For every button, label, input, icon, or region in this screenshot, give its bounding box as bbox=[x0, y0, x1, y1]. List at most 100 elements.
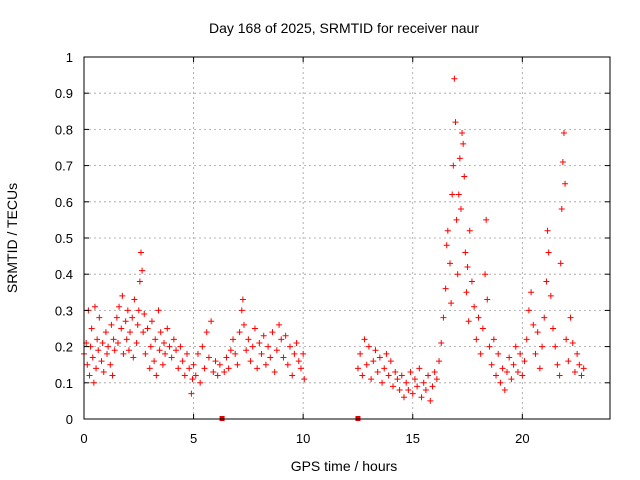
data-point bbox=[86, 372, 93, 379]
data-point bbox=[243, 347, 250, 354]
data-point bbox=[510, 361, 517, 368]
data-point bbox=[155, 307, 162, 314]
data-point bbox=[534, 329, 541, 336]
data-point bbox=[433, 376, 440, 383]
data-point bbox=[473, 336, 480, 343]
y-tick-label: 0.7 bbox=[55, 159, 73, 174]
data-point bbox=[405, 387, 412, 394]
data-point bbox=[574, 350, 581, 357]
data-point bbox=[512, 343, 519, 350]
data-point bbox=[499, 365, 506, 372]
data-point bbox=[131, 296, 138, 303]
y-tick-label: 0.3 bbox=[55, 303, 73, 318]
data-point bbox=[503, 368, 510, 375]
data-point bbox=[381, 365, 388, 372]
grid-lines bbox=[84, 57, 610, 419]
data-point bbox=[488, 361, 495, 368]
data-point bbox=[156, 347, 163, 354]
data-point bbox=[578, 372, 585, 379]
data-point bbox=[95, 347, 102, 354]
data-point bbox=[256, 339, 263, 346]
data-point bbox=[567, 314, 574, 321]
data-point bbox=[203, 329, 210, 336]
data-point bbox=[552, 343, 559, 350]
data-point bbox=[88, 325, 95, 332]
data-point bbox=[497, 379, 504, 386]
data-point bbox=[407, 368, 414, 375]
y-tick-label: 0 bbox=[66, 412, 73, 427]
data-point bbox=[471, 303, 478, 310]
data-point bbox=[300, 350, 307, 357]
data-point bbox=[262, 361, 269, 368]
data-point bbox=[142, 350, 149, 357]
data-point bbox=[569, 339, 576, 346]
data-point bbox=[543, 278, 550, 285]
data-point bbox=[91, 303, 98, 310]
data-point bbox=[254, 365, 261, 372]
data-point bbox=[453, 216, 460, 223]
data-point bbox=[271, 368, 278, 375]
data-point bbox=[284, 361, 291, 368]
data-point bbox=[400, 394, 407, 401]
data-point bbox=[297, 365, 304, 372]
data-point bbox=[411, 376, 418, 383]
data-point bbox=[521, 358, 528, 365]
data-point bbox=[460, 140, 467, 147]
data-point bbox=[212, 358, 219, 365]
data-point bbox=[267, 354, 274, 361]
data-point bbox=[438, 339, 445, 346]
data-point bbox=[528, 289, 535, 296]
data-point bbox=[451, 75, 458, 82]
data-point bbox=[141, 311, 148, 318]
data-point bbox=[459, 130, 466, 137]
data-point bbox=[398, 372, 405, 379]
data-point bbox=[140, 329, 147, 336]
data-point bbox=[479, 325, 486, 332]
data-point bbox=[184, 350, 191, 357]
data-point bbox=[539, 343, 546, 350]
data-point bbox=[576, 361, 583, 368]
data-point bbox=[265, 343, 272, 350]
data-point bbox=[152, 336, 159, 343]
y-tick-label: 0.9 bbox=[55, 86, 73, 101]
data-point bbox=[107, 361, 114, 368]
data-point bbox=[385, 372, 392, 379]
data-point bbox=[164, 325, 171, 332]
data-point bbox=[514, 368, 521, 375]
data-point bbox=[144, 325, 151, 332]
data-point bbox=[550, 325, 557, 332]
data-point bbox=[506, 354, 513, 361]
data-point bbox=[113, 314, 120, 321]
data-point bbox=[245, 336, 252, 343]
data-point bbox=[461, 173, 468, 180]
data-point bbox=[94, 336, 101, 343]
data-point bbox=[396, 387, 403, 394]
data-point bbox=[109, 372, 116, 379]
data-point bbox=[227, 347, 234, 354]
data-point bbox=[90, 379, 97, 386]
data-point bbox=[455, 191, 462, 198]
data-point bbox=[409, 390, 416, 397]
data-point bbox=[108, 321, 115, 328]
data-point bbox=[177, 343, 184, 350]
data-point bbox=[462, 249, 469, 256]
data-points bbox=[81, 75, 587, 404]
data-point bbox=[295, 358, 302, 365]
x-axis-label: GPS time / hours bbox=[291, 458, 398, 474]
data-point bbox=[301, 376, 308, 383]
data-point bbox=[282, 332, 289, 339]
data-point bbox=[124, 307, 131, 314]
data-point bbox=[125, 347, 132, 354]
data-point bbox=[239, 296, 246, 303]
data-point bbox=[447, 260, 454, 267]
data-point bbox=[418, 394, 425, 401]
data-point bbox=[425, 372, 432, 379]
y-tick-label: 0.6 bbox=[55, 195, 73, 210]
data-point bbox=[544, 227, 551, 234]
data-point bbox=[189, 376, 196, 383]
data-point bbox=[416, 365, 423, 372]
data-point bbox=[258, 350, 265, 357]
y-tick-label: 1 bbox=[66, 50, 73, 65]
data-point bbox=[486, 343, 493, 350]
